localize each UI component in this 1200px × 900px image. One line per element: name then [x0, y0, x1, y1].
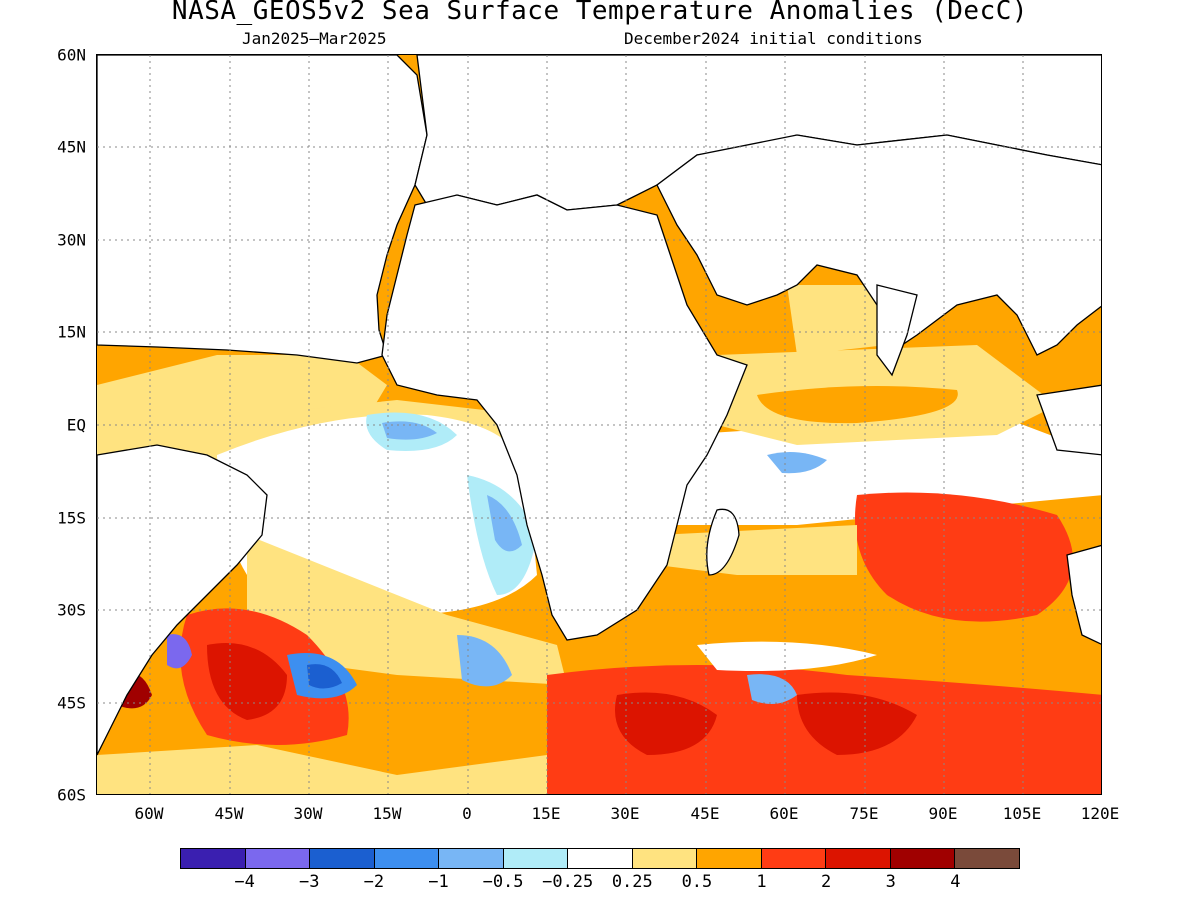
lat-label-60n: 60N — [57, 45, 86, 65]
colorbar-tick-label: 3 — [885, 872, 896, 892]
colorbar-tick-label: 0.25 — [611, 872, 653, 892]
lat-label-30s: 30S — [57, 600, 86, 620]
colorbar-swatch — [245, 849, 311, 868]
indian-ocean-neutral — [677, 415, 1101, 525]
map-title: NASA_GEOS5v2 Sea Surface Temperature Ano… — [171, 0, 1029, 26]
initial-conditions-label: December2024 initial conditions — [624, 29, 923, 48]
south-atlantic-hot — [207, 643, 287, 720]
lon-label-30w: 30W — [293, 804, 323, 823]
south-america-land — [97, 444, 268, 756]
lat-label-15s: 15S — [57, 508, 86, 528]
south-atlantic-central-cool — [457, 635, 512, 687]
colorbar-swatch — [826, 849, 891, 868]
africa-land — [381, 194, 748, 641]
colorbar-tick-label: 2 — [821, 872, 832, 892]
colorbar-swatch — [955, 849, 1019, 868]
colorbar-swatch — [374, 849, 440, 868]
madagascar-land — [706, 508, 740, 576]
colorbar-swatch — [181, 849, 246, 868]
colorbar-tick-label: 4 — [950, 872, 961, 892]
lon-label-45e: 45E — [690, 804, 720, 823]
south-atlantic-west-cool — [167, 634, 192, 669]
colorbar-tick-label: −0.5 — [482, 872, 524, 892]
north-america-land — [97, 55, 428, 364]
lon-label-120e: 120E — [1080, 804, 1120, 823]
colorbar-tick-label: 0.5 — [681, 872, 713, 892]
colorbar-swatch — [310, 849, 375, 868]
colorbar — [180, 848, 1020, 869]
lat-label-15n: 15N — [57, 322, 86, 342]
colorbar-tick-label: −1 — [428, 872, 449, 892]
lon-label-0: 0 — [462, 804, 472, 823]
arabian-sea-pale — [787, 285, 887, 355]
lat-label-45n: 45N — [57, 137, 86, 157]
south-indian-ocean-warm — [855, 492, 1073, 622]
lon-label-60e: 60E — [769, 804, 799, 823]
asia-land — [656, 134, 1101, 357]
australia-land — [1066, 544, 1101, 645]
southern-ocean-neutral — [697, 641, 877, 671]
lon-label-15e: 15E — [531, 804, 561, 823]
colorbar-swatch — [697, 849, 762, 868]
south-atlantic-cool-core — [307, 664, 342, 689]
forecast-period: Jan2025–Mar2025 — [242, 29, 387, 48]
anomaly-map — [97, 55, 1101, 794]
colorbar-swatch — [503, 849, 569, 868]
colorbar-tick-label: −2 — [363, 872, 385, 892]
lon-label-45w: 45W — [214, 804, 244, 823]
colorbar-tick-label: 1 — [756, 872, 767, 892]
colorbar-tick-label: −3 — [298, 872, 320, 892]
southern-ocean-cool — [747, 674, 797, 704]
southern-ocean-hot-2 — [797, 692, 917, 755]
lon-label-105e: 105E — [1002, 804, 1042, 823]
colorbar-swatch — [890, 849, 956, 868]
colorbar-swatch — [632, 849, 698, 868]
indian-ocean-cool — [767, 451, 827, 474]
lat-label-60s: 60S — [57, 785, 86, 805]
colorbar-swatch — [761, 849, 827, 868]
lat-label-45s: 45S — [57, 693, 86, 713]
colorbar-tick-label: −4 — [234, 872, 255, 892]
south-atlantic-cool-4 — [382, 421, 437, 440]
lon-label-90e: 90E — [928, 804, 958, 823]
southern-ocean-hot-1 — [615, 692, 717, 755]
indian-peninsula — [876, 284, 918, 377]
map-panel — [96, 54, 1102, 795]
lat-label-eq: EQ — [66, 415, 86, 435]
lat-label-30n: 30N — [57, 230, 86, 250]
indian-ocean-warm-band — [757, 386, 958, 424]
lon-label-60w: 60W — [134, 804, 164, 823]
colorbar-swatch — [439, 849, 504, 868]
south-atlantic-sw-pale — [97, 745, 547, 794]
colorbar-tick-label: −0.25 — [542, 872, 594, 892]
lon-label-75e: 75E — [849, 804, 879, 823]
lon-label-15w: 15W — [372, 804, 402, 823]
colorbar-swatch — [568, 849, 633, 868]
south-atlantic-cool-3 — [487, 495, 522, 552]
lon-label-30e: 30E — [610, 804, 640, 823]
maritime-continent — [1036, 384, 1101, 456]
